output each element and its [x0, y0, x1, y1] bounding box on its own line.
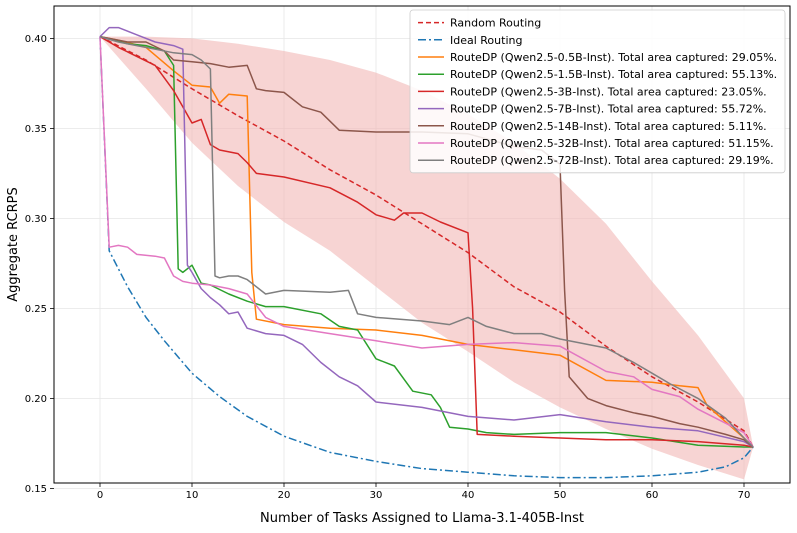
x-tick-label: 20 — [278, 490, 291, 501]
legend-label-3: RouteDP (Qwen2.5-1.5B-Inst). Total area … — [450, 68, 777, 81]
y-tick-label: 0.15 — [25, 484, 47, 495]
series-line-4 — [99, 35, 754, 448]
series-line-5 — [99, 26, 754, 448]
x-axis-label: Number of Tasks Assigned to Llama-3.1-40… — [260, 511, 584, 526]
legend-label-8: RouteDP (Qwen2.5-72B-Inst). Total area c… — [450, 154, 774, 167]
tick-layer: 0 10 20 30 40 50 60 70 0.15 0.20 0.25 0.30 0.35 0.40 — [25, 34, 751, 501]
y-tick-label: 0.35 — [25, 124, 47, 135]
y-tick-label: 0.30 — [25, 214, 47, 225]
legend-label-0: Random Routing — [450, 17, 541, 30]
random-routing-band — [100, 36, 754, 480]
band-layer — [100, 36, 754, 480]
legend-label-1: Ideal Routing — [450, 34, 522, 47]
series-line-2 — [99, 35, 754, 448]
plot-frame — [53, 5, 791, 484]
series-line-7 — [99, 36, 754, 448]
legend-label-4: RouteDP (Qwen2.5-3B-Inst). Total area ca… — [450, 85, 767, 98]
series-line-3 — [99, 35, 754, 448]
x-tick-label: 50 — [554, 490, 567, 501]
series-line-6 — [99, 35, 754, 448]
legend: Random Routing Ideal Routing RouteDP (Qwen… — [409, 9, 786, 174]
x-tick-label: 70 — [738, 490, 751, 501]
y-tick-label: 0.25 — [25, 304, 47, 315]
x-tick-label: 30 — [370, 490, 383, 501]
series-layer — [99, 26, 754, 479]
x-tick-label: 40 — [462, 490, 475, 501]
legend-label-5: RouteDP (Qwen2.5-7B-Inst). Total area ca… — [450, 103, 767, 116]
y-tick-label: 0.20 — [25, 394, 47, 405]
legend-label-6: RouteDP (Qwen2.5-14B-Inst). Total area c… — [450, 120, 767, 133]
legend-label-7: RouteDP (Qwen2.5-32B-Inst). Total area c… — [450, 137, 774, 150]
x-tick-label: 10 — [186, 490, 199, 501]
legend-label-2: RouteDP (Qwen2.5-0.5B-Inst). Total area … — [450, 51, 777, 64]
x-tick-label: 0 — [97, 490, 103, 501]
y-axis-label: Aggregate RCRPS — [6, 187, 21, 302]
legend-box — [409, 9, 786, 174]
y-tick-label: 0.40 — [25, 34, 47, 45]
x-tick-label: 60 — [646, 490, 659, 501]
series-line-0 — [99, 35, 754, 448]
series-line-1 — [99, 36, 754, 479]
series-line-8 — [99, 35, 754, 448]
